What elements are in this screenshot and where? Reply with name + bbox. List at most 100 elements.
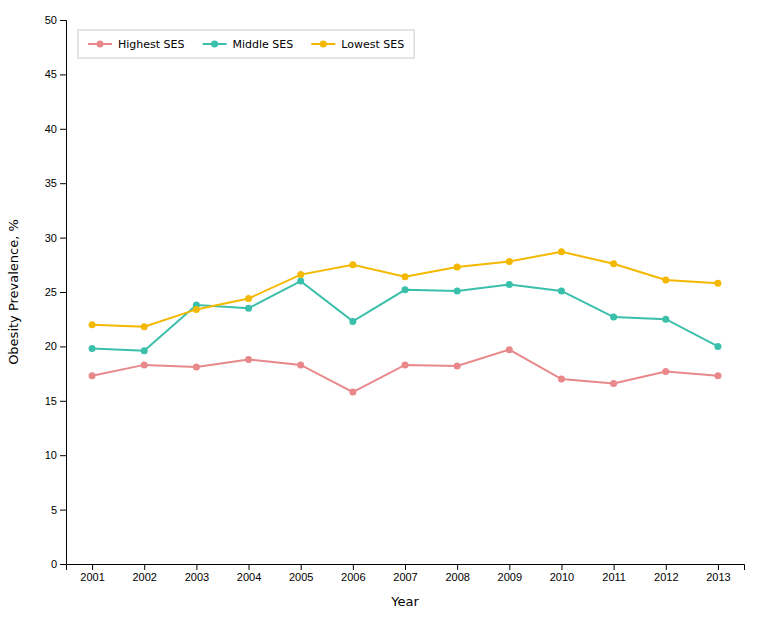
y-tick: 0 — [51, 558, 66, 570]
x-tick-label: 2007 — [393, 571, 417, 583]
y-tick-label: 45 — [45, 68, 57, 80]
x-tick-label: 2008 — [445, 571, 469, 583]
x-tick-label: 2002 — [132, 571, 156, 583]
point-marker — [558, 376, 565, 383]
x-tick-label: 2009 — [498, 571, 522, 583]
marks — [89, 248, 722, 395]
series-line — [92, 350, 718, 392]
x-tick: 2010 — [550, 564, 574, 583]
point-marker — [297, 361, 304, 368]
x-tick-mark — [561, 564, 562, 570]
y-tick-label: 40 — [45, 123, 57, 135]
point-marker — [714, 372, 721, 379]
y-tick-mark — [60, 510, 66, 511]
x-tick: 2013 — [706, 564, 730, 583]
x-tick-mark — [92, 564, 93, 570]
point-marker — [141, 361, 148, 368]
y-tick-mark — [60, 238, 66, 239]
legend-marker — [211, 41, 218, 48]
x-tick: 2005 — [289, 564, 313, 583]
y-tick: 30 — [45, 232, 66, 244]
legend-marker — [97, 41, 104, 48]
x-tick-label: 2006 — [341, 571, 365, 583]
y-tick-mark — [60, 455, 66, 456]
point-marker — [297, 278, 304, 285]
x-tick-label: 2005 — [289, 571, 313, 583]
point-marker — [141, 347, 148, 354]
x-tick-label: 2004 — [237, 571, 261, 583]
x-tick-label: 2010 — [550, 571, 574, 583]
x-tick-mark — [718, 564, 719, 570]
point-marker — [506, 346, 513, 353]
point-marker — [454, 362, 461, 369]
point-marker — [558, 248, 565, 255]
legend: Highest SES Middle SES Lowest SES — [78, 30, 414, 58]
legend-label: Middle SES — [233, 38, 294, 51]
x-tick-mark — [666, 564, 667, 570]
y-tick: 40 — [45, 123, 66, 135]
y-tick: 45 — [45, 68, 66, 80]
y-tick: 5 — [51, 504, 66, 516]
y-tick: 25 — [45, 286, 66, 298]
y-tick-mark — [60, 401, 66, 402]
point-marker — [662, 368, 669, 375]
y-tick-label: 5 — [51, 504, 57, 516]
x-tick: 2006 — [341, 564, 365, 583]
y-tick-mark — [60, 129, 66, 130]
point-marker — [89, 345, 96, 352]
point-marker — [349, 389, 356, 396]
point-marker — [454, 263, 461, 270]
x-tick: 2009 — [498, 564, 522, 583]
point-marker — [662, 277, 669, 284]
x-tick-mark — [144, 564, 145, 570]
point-marker — [349, 318, 356, 325]
y-tick: 15 — [45, 395, 66, 407]
point-marker — [193, 364, 200, 371]
y-tick-label: 30 — [45, 232, 57, 244]
point-marker — [714, 280, 721, 287]
x-tick-label: 2011 — [602, 571, 626, 583]
legend-label: Highest SES — [118, 38, 185, 51]
point-marker — [506, 258, 513, 265]
x-tick-mark — [457, 564, 458, 570]
x-tick-mark — [509, 564, 510, 570]
x-tick: 2001 — [80, 564, 104, 583]
x-tick-label: 2003 — [185, 571, 209, 583]
y-tick: 10 — [45, 449, 66, 461]
y-tick-mark — [60, 20, 66, 21]
legend-item: Highest SES — [88, 38, 185, 51]
x-tick-label: 2001 — [80, 571, 104, 583]
y-tick-mark — [60, 346, 66, 347]
point-marker — [89, 372, 96, 379]
point-marker — [610, 380, 617, 387]
y-tick-mark — [60, 564, 66, 565]
y-axis: 0 5 10 15 20 25 30 35 40 45 50 — [45, 14, 67, 570]
y-tick-mark — [60, 292, 66, 293]
point-marker — [245, 356, 252, 363]
point-marker — [506, 281, 513, 288]
x-axis-title: Year — [390, 594, 419, 609]
point-marker — [193, 306, 200, 313]
y-tick-label: 35 — [45, 177, 57, 189]
y-tick: 20 — [45, 340, 66, 352]
y-tick-label: 10 — [45, 449, 57, 461]
legend-marker — [320, 41, 327, 48]
point-marker — [89, 321, 96, 328]
x-axis: 2001 2002 2003 2004 2005 2006 2007 2008 2009 2010… — [67, 564, 745, 583]
x-tick: 2004 — [237, 564, 261, 583]
legend-item: Lowest SES — [311, 38, 404, 51]
legend-label: Lowest SES — [341, 38, 404, 51]
series-line — [92, 252, 718, 327]
point-marker — [402, 286, 409, 293]
y-tick: 50 — [45, 14, 66, 26]
y-tick-label: 50 — [45, 14, 57, 26]
x-tick: 2007 — [393, 564, 417, 583]
point-marker — [454, 287, 461, 294]
x-tick: 2008 — [445, 564, 469, 583]
point-marker — [402, 273, 409, 280]
legend-box — [78, 30, 414, 58]
point-marker — [610, 314, 617, 321]
x-tick-mark — [249, 564, 250, 570]
x-axis-line — [67, 565, 745, 571]
series-line — [92, 281, 718, 351]
